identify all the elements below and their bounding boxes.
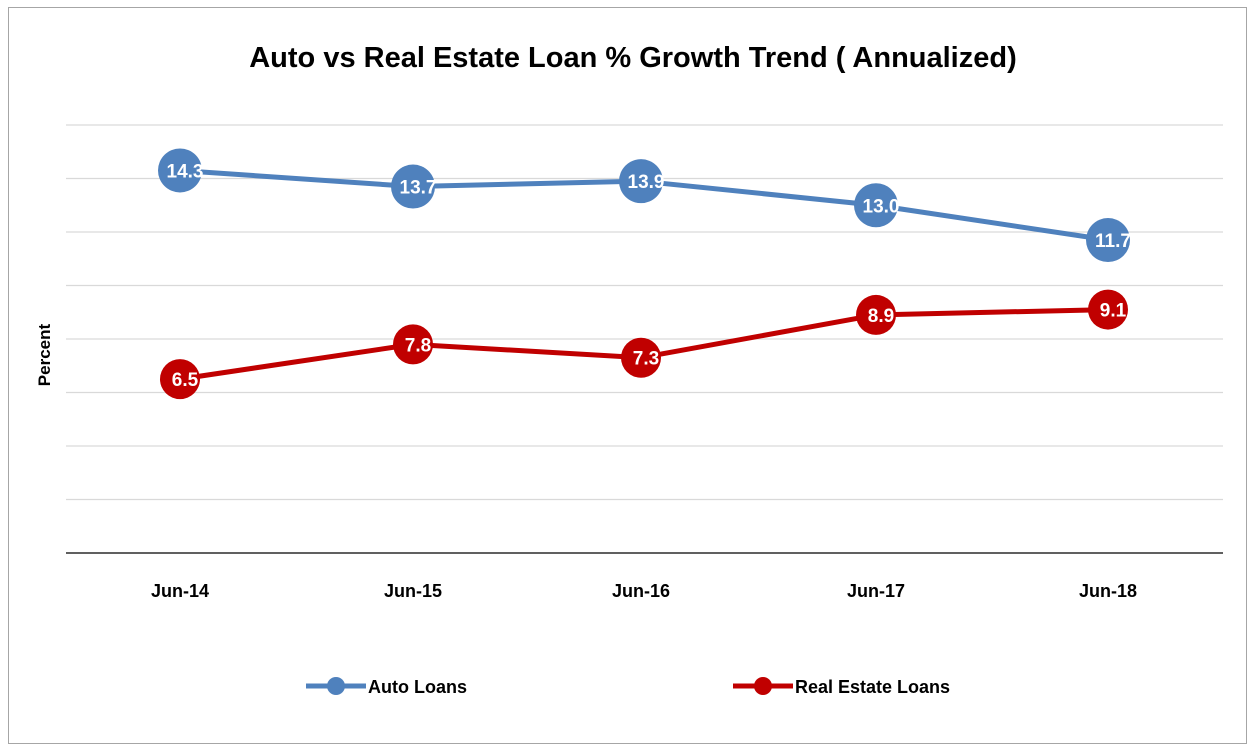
legend-item: Auto Loans — [306, 677, 467, 697]
data-point — [393, 324, 433, 365]
x-tick-label: Jun-15 — [384, 581, 442, 601]
data-label: 14.3 — [167, 161, 204, 182]
data-point — [1086, 218, 1130, 263]
legend-label: Real Estate Loans — [795, 677, 950, 697]
data-point — [619, 159, 663, 204]
data-point — [621, 337, 661, 378]
series-real-estate-loans: 6.5 7.8 7.3 8.9 9.1 — [160, 289, 1128, 400]
data-label: 7.3 — [633, 349, 659, 370]
data-label: 7.8 — [405, 335, 431, 356]
x-tick-label: Jun-18 — [1079, 581, 1137, 601]
legend-item: Real Estate Loans — [733, 677, 950, 697]
data-label: 9.1 — [1100, 301, 1127, 322]
data-point — [856, 294, 896, 335]
y-axis-label: Percent — [35, 323, 54, 386]
chart-title: Auto vs Real Estate Loan % Growth Trend … — [249, 42, 1017, 74]
data-point — [160, 359, 200, 400]
data-label: 13.0 — [863, 196, 900, 217]
legend-marker — [754, 677, 772, 695]
data-label: 13.9 — [628, 172, 665, 193]
x-tick-label: Jun-16 — [612, 581, 670, 601]
legend: Auto Loans Real Estate Loans — [306, 677, 950, 697]
series-group: 14.3 13.7 13.9 13.0 11.7 6.5 7.8 7.3 8.9 9.1 — [158, 148, 1131, 400]
data-point — [158, 148, 202, 193]
gridlines — [66, 124, 1223, 501]
data-point — [391, 164, 435, 209]
data-label: 13.7 — [400, 178, 437, 199]
data-point — [854, 183, 898, 228]
x-tick-label: Jun-14 — [151, 581, 209, 601]
data-point — [1088, 289, 1128, 330]
legend-label: Auto Loans — [368, 677, 467, 697]
legend-marker — [327, 677, 345, 695]
series-auto-loans: 14.3 13.7 13.9 13.0 11.7 — [158, 148, 1131, 263]
x-tick-label: Jun-17 — [847, 581, 905, 601]
data-label: 8.9 — [868, 306, 894, 327]
data-label: 6.5 — [172, 370, 199, 391]
data-label: 11.7 — [1095, 231, 1131, 252]
x-axis: Jun-14 Jun-15 Jun-16 Jun-17 Jun-18 — [66, 552, 1223, 601]
